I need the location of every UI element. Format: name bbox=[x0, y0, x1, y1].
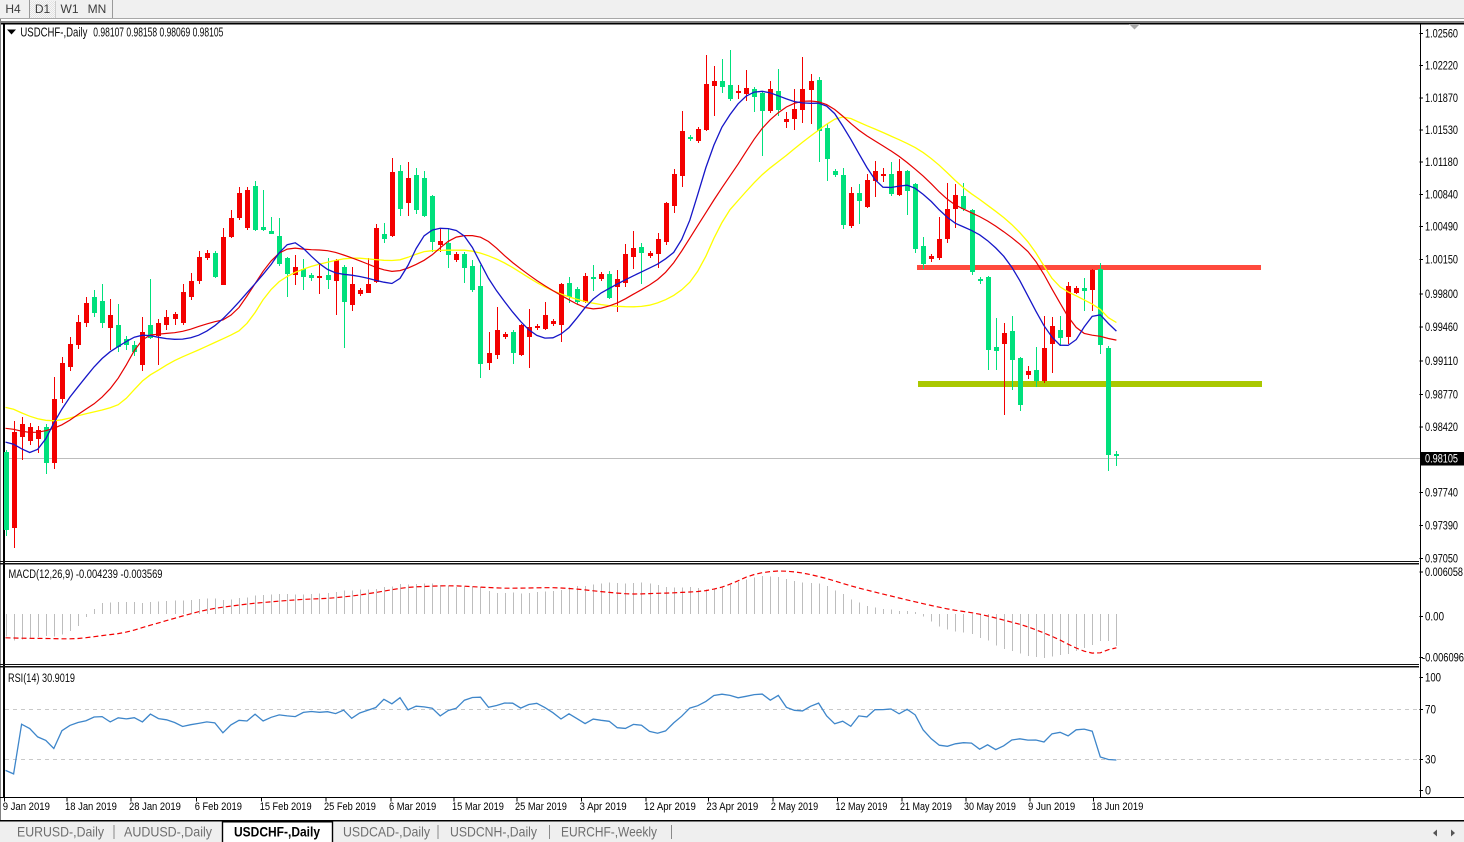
svg-text:EURCHF-,Weekly: EURCHF-,Weekly bbox=[561, 824, 657, 840]
svg-text:0.99460: 0.99460 bbox=[1425, 322, 1458, 334]
svg-text:3 Apr 2019: 3 Apr 2019 bbox=[580, 801, 627, 813]
svg-text:15 Feb 2019: 15 Feb 2019 bbox=[260, 801, 312, 813]
svg-text:0.98770: 0.98770 bbox=[1425, 390, 1458, 402]
svg-text:21 May 2019: 21 May 2019 bbox=[900, 801, 952, 813]
svg-text:1.00490: 1.00490 bbox=[1425, 222, 1458, 234]
svg-text:USDCHF-,Daily: USDCHF-,Daily bbox=[234, 824, 320, 840]
svg-text:1.00840: 1.00840 bbox=[1425, 189, 1458, 201]
svg-text:30 May 2019: 30 May 2019 bbox=[964, 801, 1016, 813]
svg-text:0.98105: 0.98105 bbox=[1425, 454, 1458, 466]
svg-text:1.00150: 1.00150 bbox=[1425, 255, 1458, 267]
svg-text:H4: H4 bbox=[5, 2, 21, 16]
svg-text:1.01180: 1.01180 bbox=[1425, 157, 1458, 169]
svg-text:0: 0 bbox=[1425, 786, 1431, 798]
svg-text:D1: D1 bbox=[35, 2, 51, 16]
svg-text:15 Mar 2019: 15 Mar 2019 bbox=[452, 801, 504, 813]
svg-text:100: 100 bbox=[1425, 673, 1441, 685]
svg-text:0.98107 0.98158 0.98069 0.9810: 0.98107 0.98158 0.98069 0.98105 bbox=[93, 26, 223, 40]
svg-text:0.00: 0.00 bbox=[1425, 612, 1444, 624]
svg-text:12 Apr 2019: 12 Apr 2019 bbox=[644, 801, 696, 813]
svg-text:0.99800: 0.99800 bbox=[1425, 289, 1458, 301]
svg-text:25 Mar 2019: 25 Mar 2019 bbox=[515, 801, 567, 813]
svg-text:9 Jan 2019: 9 Jan 2019 bbox=[3, 801, 50, 813]
svg-text:W1: W1 bbox=[61, 2, 79, 16]
svg-text:1.02560: 1.02560 bbox=[1425, 28, 1458, 40]
svg-text:USDCHF-,Daily: USDCHF-,Daily bbox=[20, 26, 88, 40]
svg-text:70: 70 bbox=[1425, 705, 1436, 717]
svg-text:18 Jun 2019: 18 Jun 2019 bbox=[1092, 801, 1144, 813]
svg-text:1.01870: 1.01870 bbox=[1425, 93, 1458, 105]
svg-text:30: 30 bbox=[1425, 755, 1436, 767]
svg-text:1.02220: 1.02220 bbox=[1425, 61, 1458, 73]
svg-text:EURUSD-,Daily: EURUSD-,Daily bbox=[17, 824, 104, 840]
svg-text:0.97050: 0.97050 bbox=[1425, 554, 1458, 566]
svg-text:23 Apr 2019: 23 Apr 2019 bbox=[706, 801, 758, 813]
svg-text:28 Jan 2019: 28 Jan 2019 bbox=[129, 801, 181, 813]
svg-text:RSI(14) 30.9019: RSI(14) 30.9019 bbox=[8, 673, 75, 685]
svg-text:12 May 2019: 12 May 2019 bbox=[836, 801, 888, 813]
svg-text:6 Mar 2019: 6 Mar 2019 bbox=[389, 801, 436, 813]
svg-text:25 Feb 2019: 25 Feb 2019 bbox=[324, 801, 376, 813]
svg-text:USDCNH-,Daily: USDCNH-,Daily bbox=[450, 824, 537, 840]
svg-text:MACD(12,26,9) -0.004239 -0.003: MACD(12,26,9) -0.004239 -0.003569 bbox=[9, 569, 163, 581]
svg-text:2 May 2019: 2 May 2019 bbox=[771, 801, 818, 813]
svg-text:6 Feb 2019: 6 Feb 2019 bbox=[195, 801, 242, 813]
svg-text:1.01530: 1.01530 bbox=[1425, 125, 1458, 137]
svg-text:0.97740: 0.97740 bbox=[1425, 488, 1458, 500]
svg-text:USDCAD-,Daily: USDCAD-,Daily bbox=[343, 824, 430, 840]
svg-text:-0.006096: -0.006096 bbox=[1422, 653, 1464, 665]
svg-text:9 Jun 2019: 9 Jun 2019 bbox=[1028, 801, 1075, 813]
svg-text:0.006058: 0.006058 bbox=[1425, 567, 1463, 579]
svg-text:MN: MN bbox=[88, 2, 107, 16]
svg-text:AUDUSD-,Daily: AUDUSD-,Daily bbox=[124, 824, 212, 840]
svg-text:0.99110: 0.99110 bbox=[1425, 356, 1458, 368]
svg-text:18 Jan 2019: 18 Jan 2019 bbox=[65, 801, 117, 813]
svg-text:0.98420: 0.98420 bbox=[1425, 422, 1458, 434]
svg-text:0.97390: 0.97390 bbox=[1425, 521, 1458, 533]
